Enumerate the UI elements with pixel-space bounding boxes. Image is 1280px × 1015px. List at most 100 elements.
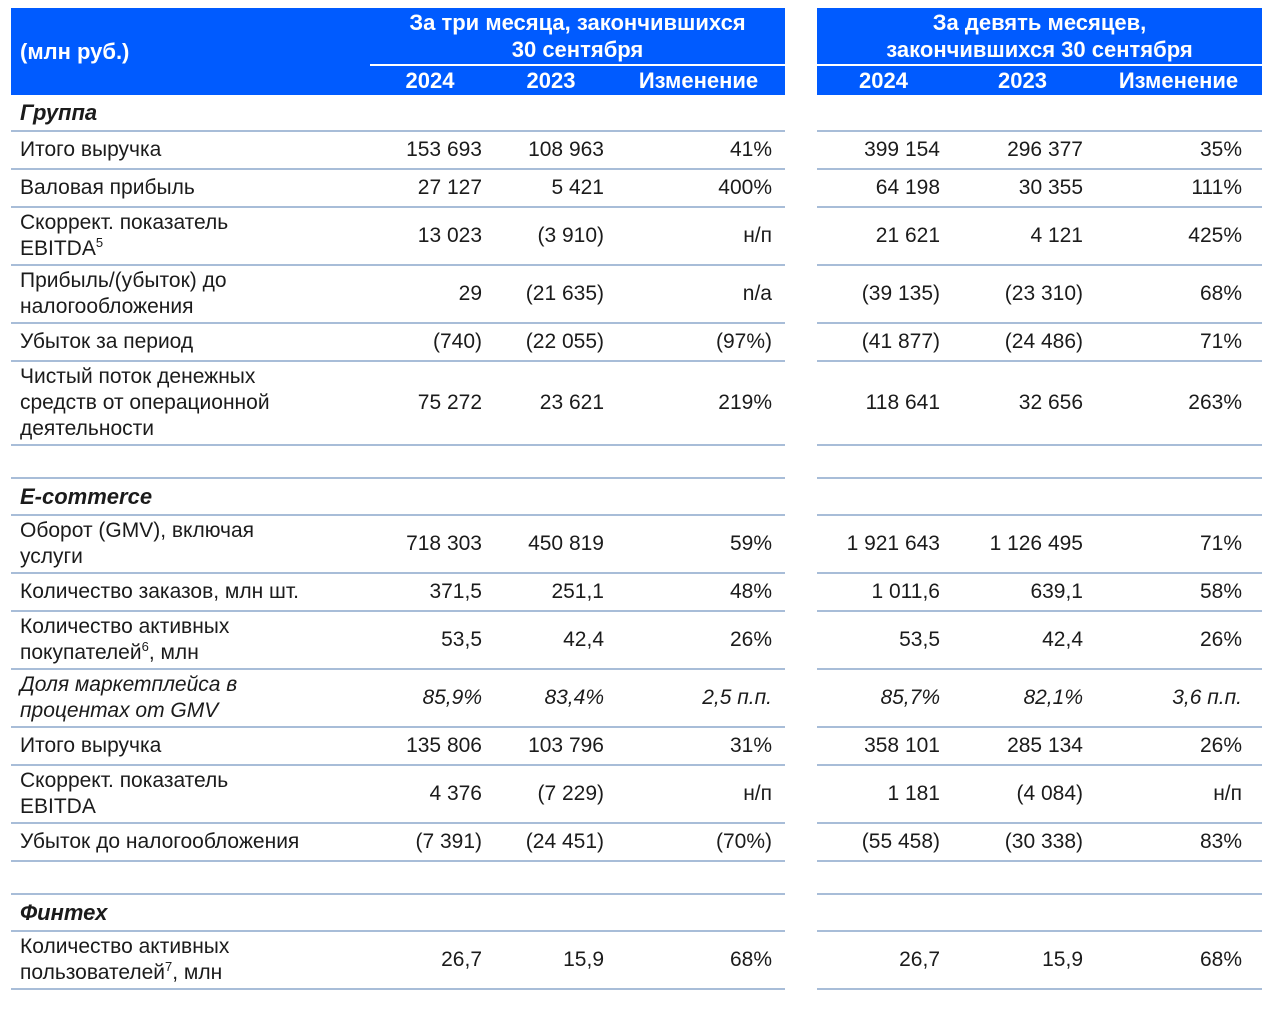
cell-q3-2023: [490, 95, 612, 130]
row-label: Убыток за период: [11, 324, 370, 360]
row-label: Валовая прибыль: [11, 170, 370, 206]
cell-q3-2023: [490, 446, 612, 477]
financial-results-table: (млн руб.) За три месяца, закончившихся …: [11, 8, 1280, 990]
row-left-segment: Итого выручка 153 693 108 963 41%: [11, 132, 785, 170]
row-right-segment: (39 135) (23 310) 68%: [817, 266, 1262, 324]
table-rows: Группа Итого выручка 153 693 108 963 41% 399 …: [11, 95, 1280, 990]
row-label-text: E-commerce: [20, 483, 153, 509]
table-gap: [785, 895, 817, 932]
cell-9m-2023: [950, 95, 1095, 130]
row-label: Количество активных пользователей7, млн: [11, 932, 370, 988]
cell-9m-change: 3,6 п.п.: [1095, 670, 1262, 726]
cell-value: (23 310): [1004, 282, 1083, 305]
cell-value: 263%: [1188, 391, 1242, 414]
q3-change-column-header: Изменение: [638, 67, 759, 93]
table-gap: [785, 862, 817, 895]
cell-value: (70%): [715, 830, 772, 853]
cell-9m-2023: 1 126 495: [950, 516, 1095, 572]
table-gap: [785, 574, 817, 612]
cell-9m-2024: 21 621: [817, 208, 950, 264]
cell-value: 5 421: [551, 176, 604, 199]
spacer-row: [11, 862, 1280, 895]
cell-q3-change: 31%: [612, 728, 785, 764]
cell-value: 53,5: [899, 628, 940, 651]
row-label-text: Количество заказов, млн шт.: [20, 580, 299, 603]
cell-value: (7 391): [415, 830, 482, 853]
header-gap: [785, 8, 817, 95]
row-right-segment: 1 181 (4 084) н/п: [817, 766, 1262, 824]
cell-value: 75 272: [417, 391, 482, 414]
cell-q3-change: 68%: [612, 932, 785, 988]
cell-9m-2023: [950, 862, 1095, 893]
table-gap: [785, 132, 817, 170]
row-left-segment: Количество активных покупателей6, млн 53,5…: [11, 612, 785, 670]
section-row: E-commerce: [11, 479, 1280, 516]
cell-value: 1 011,6: [871, 580, 940, 603]
row-left-segment: Оборот (GMV), включая услуги 718 303 450 81…: [11, 516, 785, 574]
cell-value: (21 635): [525, 282, 604, 305]
row-label-text: Прибыль/(убыток) до налогообложения: [20, 269, 227, 318]
table-row: Итого выручка 153 693 108 963 41% 399 154 296…: [11, 132, 1280, 170]
row-label-text: Итого выручка: [20, 734, 162, 757]
cell-value: 153 693: [406, 138, 482, 161]
cell-q3-2023: 42,4: [490, 612, 612, 668]
row-label: Оборот (GMV), включая услуги: [11, 516, 370, 572]
row-right-segment: [817, 862, 1262, 895]
header-separator-line: [370, 64, 785, 66]
section-title: E-commerce: [11, 479, 370, 514]
row-left-segment: [11, 862, 785, 895]
cell-9m-change: [1095, 95, 1262, 130]
row-label: Итого выручка: [11, 728, 370, 764]
cell-value: 85,7%: [880, 686, 940, 709]
cell-value: 42,4: [1042, 628, 1083, 651]
cell-9m-change: [1095, 895, 1262, 930]
nine-month-period-title-line1: За девять месяцев,: [932, 10, 1147, 35]
cell-9m-change: 35%: [1095, 132, 1262, 168]
cell-9m-change: [1095, 862, 1262, 893]
cell-9m-2024: 399 154: [817, 132, 950, 168]
row-label-text: Убыток за период: [20, 330, 194, 353]
row-left-segment: Скоррект. показатель EBITDA 4 376 (7 229) н/…: [11, 766, 785, 824]
cell-q3-2024: 29: [370, 266, 490, 322]
row-label: Чистый поток денежных средств от операцио…: [11, 362, 370, 444]
cell-value: 251,1: [551, 580, 604, 603]
cell-q3-2023: (21 635): [490, 266, 612, 322]
cell-value: (740): [432, 330, 482, 353]
row-left-segment: Скоррект. показатель EBITDA5 13 023 (3 910)…: [11, 208, 785, 266]
table-row: Количество активных покупателей6, млн 53,5…: [11, 612, 1280, 670]
cell-9m-2024: 26,7: [817, 932, 950, 988]
cell-q3-2023: [490, 895, 612, 930]
cell-value: 21 621: [875, 224, 940, 247]
table-gap: [785, 362, 817, 446]
9m-2023-column-header: 2023: [998, 67, 1047, 93]
table-gap: [785, 266, 817, 324]
cell-q3-change: n/a: [612, 266, 785, 322]
cell-9m-change: 83%: [1095, 824, 1262, 860]
row-right-segment: 21 621 4 121 425%: [817, 208, 1262, 266]
row-label-text: Скоррект. показатель EBITDA: [20, 769, 229, 818]
row-label-text: Чистый поток денежных средств от операцио…: [20, 365, 270, 440]
section-row: Финтех: [11, 895, 1280, 932]
cell-9m-change: 425%: [1095, 208, 1262, 264]
cell-q3-change: [612, 95, 785, 130]
cell-value: (7 229): [537, 782, 604, 805]
table-gap: [785, 932, 817, 990]
table-gap: [785, 728, 817, 766]
cell-q3-2024: [370, 446, 490, 477]
cell-9m-change: 68%: [1095, 266, 1262, 322]
row-right-segment: 1 921 643 1 126 495 71%: [817, 516, 1262, 574]
q3-2024-column-header: 2024: [405, 67, 455, 93]
cell-value: 64 198: [875, 176, 940, 199]
section-title: Финтех: [11, 895, 370, 930]
row-left-segment: Количество заказов, млн шт. 371,5 251,1 48%: [11, 574, 785, 612]
cell-value: 26,7: [441, 948, 482, 971]
cell-value: (3 910): [537, 224, 604, 247]
row-label-text: Количество активных пользователей7, млн: [20, 935, 230, 984]
cell-9m-2024: 1 921 643: [817, 516, 950, 572]
cell-q3-change: (97%): [612, 324, 785, 360]
row-label: Доля маркетплейса в процентах от GMV: [11, 670, 370, 726]
row-label-text: Убыток до налогообложения: [20, 830, 300, 853]
cell-9m-2024: [817, 862, 950, 893]
cell-q3-change: 2,5 п.п.: [612, 670, 785, 726]
cell-q3-2024: (7 391): [370, 824, 490, 860]
